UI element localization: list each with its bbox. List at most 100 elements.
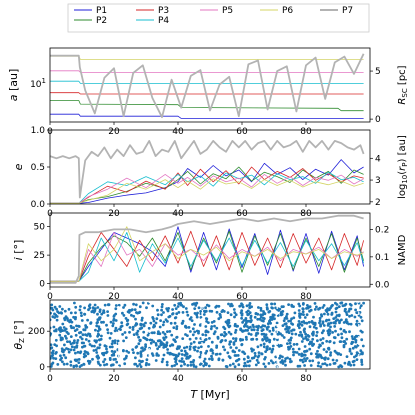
scatter-point: [245, 304, 249, 308]
scatter-point: [193, 312, 197, 315]
scatter-point: [51, 353, 54, 357]
scatter-point: [177, 311, 181, 314]
scatter-point: [112, 353, 116, 357]
scatter-point: [323, 312, 326, 316]
scatter-point: [82, 362, 86, 366]
scatter-point: [289, 336, 293, 340]
scatter-point: [114, 326, 118, 330]
scatter-point: [188, 347, 192, 351]
scatter-point: [247, 332, 251, 336]
scatter-point: [62, 362, 66, 366]
scatter-point: [229, 346, 233, 349]
scatter-point: [265, 348, 269, 352]
x-tick-label: 80: [300, 374, 312, 384]
scatter-point: [220, 339, 224, 342]
scatter-point: [297, 309, 301, 312]
scatter-point: [137, 335, 141, 339]
scatter-point: [197, 330, 201, 333]
scatter-point: [208, 309, 212, 313]
scatter-point: [73, 339, 76, 343]
scatter-point: [171, 312, 174, 316]
scatter-point: [76, 350, 80, 354]
scatter-point: [135, 333, 139, 336]
scatter-point: [144, 321, 147, 325]
scatter-point: [255, 337, 259, 341]
scatter-point: [180, 353, 184, 356]
scatter-point: [139, 365, 143, 368]
scatter-point: [51, 361, 55, 365]
scatter-point: [297, 333, 301, 337]
scatter-point: [172, 326, 176, 329]
scatter-point: [345, 355, 349, 358]
scatter-point: [100, 320, 103, 324]
scatter-point: [182, 305, 185, 309]
scatter-point: [274, 306, 277, 310]
panel-a-ytick-10: 101: [30, 77, 46, 90]
scatter-point: [259, 313, 262, 317]
scatter-point: [355, 311, 359, 314]
scatter-point: [160, 360, 164, 364]
scatter-point: [75, 341, 79, 345]
scatter-point: [309, 352, 313, 356]
legend-label: P3: [158, 6, 169, 16]
scatter-point: [134, 303, 138, 307]
scatter-point: [83, 328, 87, 332]
scatter-point: [82, 355, 86, 359]
scatter-point: [226, 351, 230, 355]
scatter-point: [184, 333, 187, 336]
scatter-point: [130, 313, 133, 317]
series-P5: [50, 70, 364, 73]
scatter-point: [84, 350, 88, 354]
scatter-point: [181, 319, 185, 323]
scatter-point: [112, 317, 116, 321]
scatter-point: [76, 339, 80, 342]
scatter-point: [175, 327, 179, 331]
scatter-point: [258, 317, 262, 321]
scatter-point: [285, 312, 289, 316]
scatter-point: [135, 322, 139, 326]
scatter-point: [110, 342, 114, 346]
scatter-point: [224, 320, 228, 324]
scatter-point: [284, 322, 288, 325]
scatter-point: [239, 311, 243, 315]
scatter-point: [210, 358, 214, 361]
scatter-point: [98, 310, 102, 313]
scatter-point: [179, 301, 183, 305]
scatter-point: [335, 314, 339, 317]
scatter-point: [154, 359, 158, 362]
scatter-point: [113, 350, 117, 353]
scatter-point: [348, 307, 351, 311]
scatter-point: [161, 342, 165, 345]
scatter-point: [232, 341, 236, 345]
scatter-point: [131, 325, 135, 329]
scatter-point: [266, 345, 269, 349]
scatter-point: [300, 335, 304, 338]
scatter-point: [303, 316, 307, 319]
scatter-point: [210, 354, 213, 358]
scatter-point: [122, 314, 126, 317]
scatter-point: [96, 312, 99, 316]
scatter-point: [124, 336, 128, 339]
scatter-point: [287, 331, 291, 334]
scatter-point: [279, 354, 282, 358]
scatter-point: [65, 330, 69, 334]
scatter-point: [355, 319, 359, 323]
scatter-point: [250, 328, 254, 332]
scatter-point: [204, 306, 208, 310]
scatter-point: [248, 303, 251, 307]
scatter-point: [270, 302, 274, 306]
scatter-point: [63, 348, 66, 352]
scatter-point: [262, 319, 265, 323]
scatter-point: [194, 304, 198, 307]
scatter-point: [65, 337, 68, 340]
scatter-point: [227, 330, 231, 334]
scatter-point: [325, 363, 329, 367]
scatter-point: [205, 317, 209, 321]
scatter-point: [125, 349, 129, 353]
scatter-point: [114, 307, 118, 311]
series-P7: [49, 139, 365, 199]
scatter-point: [360, 358, 363, 362]
scatter-point: [283, 359, 287, 363]
scatter-point: [238, 304, 242, 308]
